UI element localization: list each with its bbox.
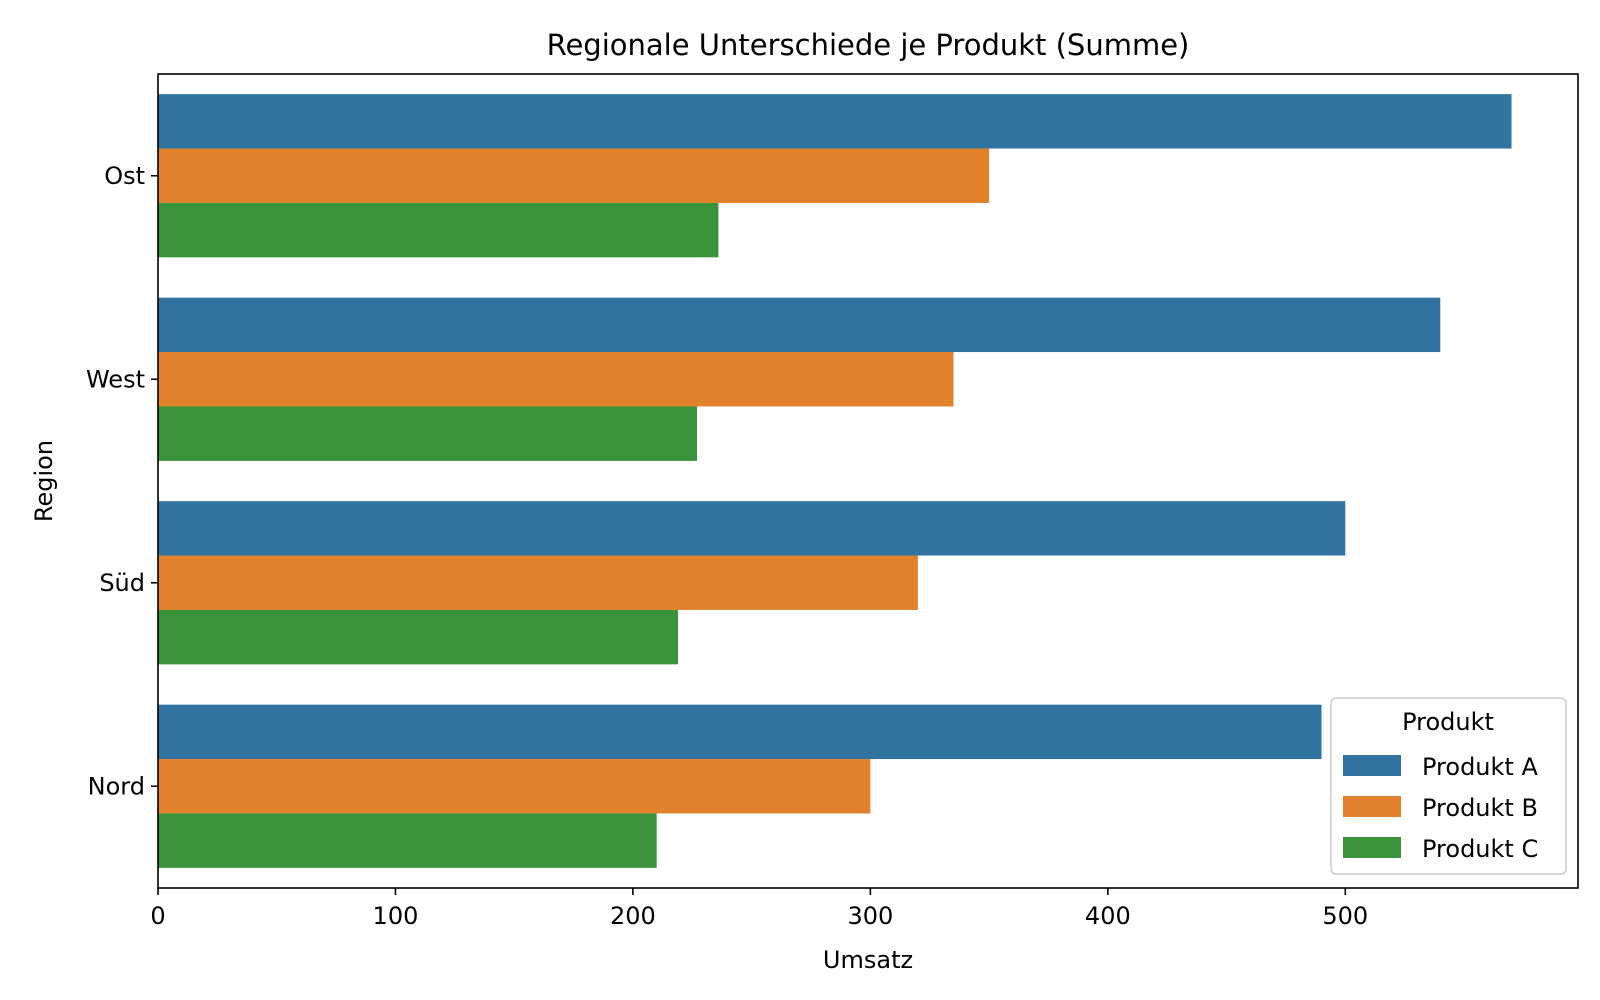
legend-label: Produkt B xyxy=(1422,794,1538,822)
legend: Produkt Produkt A Produkt B Produkt C xyxy=(1330,697,1567,875)
y-axis-ticks: Ost West Süd Nord xyxy=(86,162,158,800)
y-axis-title: Region xyxy=(30,440,58,522)
legend-label: Produkt A xyxy=(1422,753,1538,781)
x-tick-label: 300 xyxy=(847,902,893,930)
bar-nord-produkt-c xyxy=(158,813,657,868)
x-tick-label: 100 xyxy=(373,902,419,930)
bar-süd-produkt-c xyxy=(158,609,679,665)
x-axis-title: Umsatz xyxy=(823,946,913,974)
y-tick-label: Nord xyxy=(88,772,145,800)
legend-swatch xyxy=(1343,755,1401,776)
bar-süd-produkt-b xyxy=(158,555,918,610)
legend-label: Produkt C xyxy=(1422,835,1538,863)
legend-swatch xyxy=(1343,796,1401,817)
bar-west-produkt-a xyxy=(158,297,1441,353)
bar-ost-produkt-c xyxy=(158,202,719,258)
bar-west-produkt-c xyxy=(158,406,698,461)
x-tick-label: 0 xyxy=(150,902,165,930)
legend-frame xyxy=(1330,697,1567,875)
bar-ost-produkt-b xyxy=(158,148,990,203)
x-tick-label: 200 xyxy=(610,902,656,930)
x-tick-label: 500 xyxy=(1322,902,1368,930)
bar-süd-produkt-a xyxy=(158,501,1346,556)
y-tick-label: West xyxy=(86,365,145,393)
y-tick-label: Ost xyxy=(104,162,145,190)
y-tick-label: Süd xyxy=(99,569,145,597)
bar-west-produkt-b xyxy=(158,352,954,407)
bar-nord-produkt-b xyxy=(158,759,871,814)
x-tick-label: 400 xyxy=(1085,902,1131,930)
bars-group xyxy=(158,94,1512,868)
legend-swatch xyxy=(1343,837,1401,858)
plot-frame xyxy=(157,73,1579,889)
x-axis-ticks: 0 100 200 300 400 500 xyxy=(150,888,1368,930)
legend-items: Produkt A Produkt B Produkt C xyxy=(1343,753,1538,863)
bar-ost-produkt-a xyxy=(158,94,1512,149)
bar-nord-produkt-a xyxy=(158,704,1322,760)
chart-title: Regionale Unterschiede je Produkt (Summe… xyxy=(547,28,1190,62)
legend-title: Produkt xyxy=(1402,708,1494,736)
